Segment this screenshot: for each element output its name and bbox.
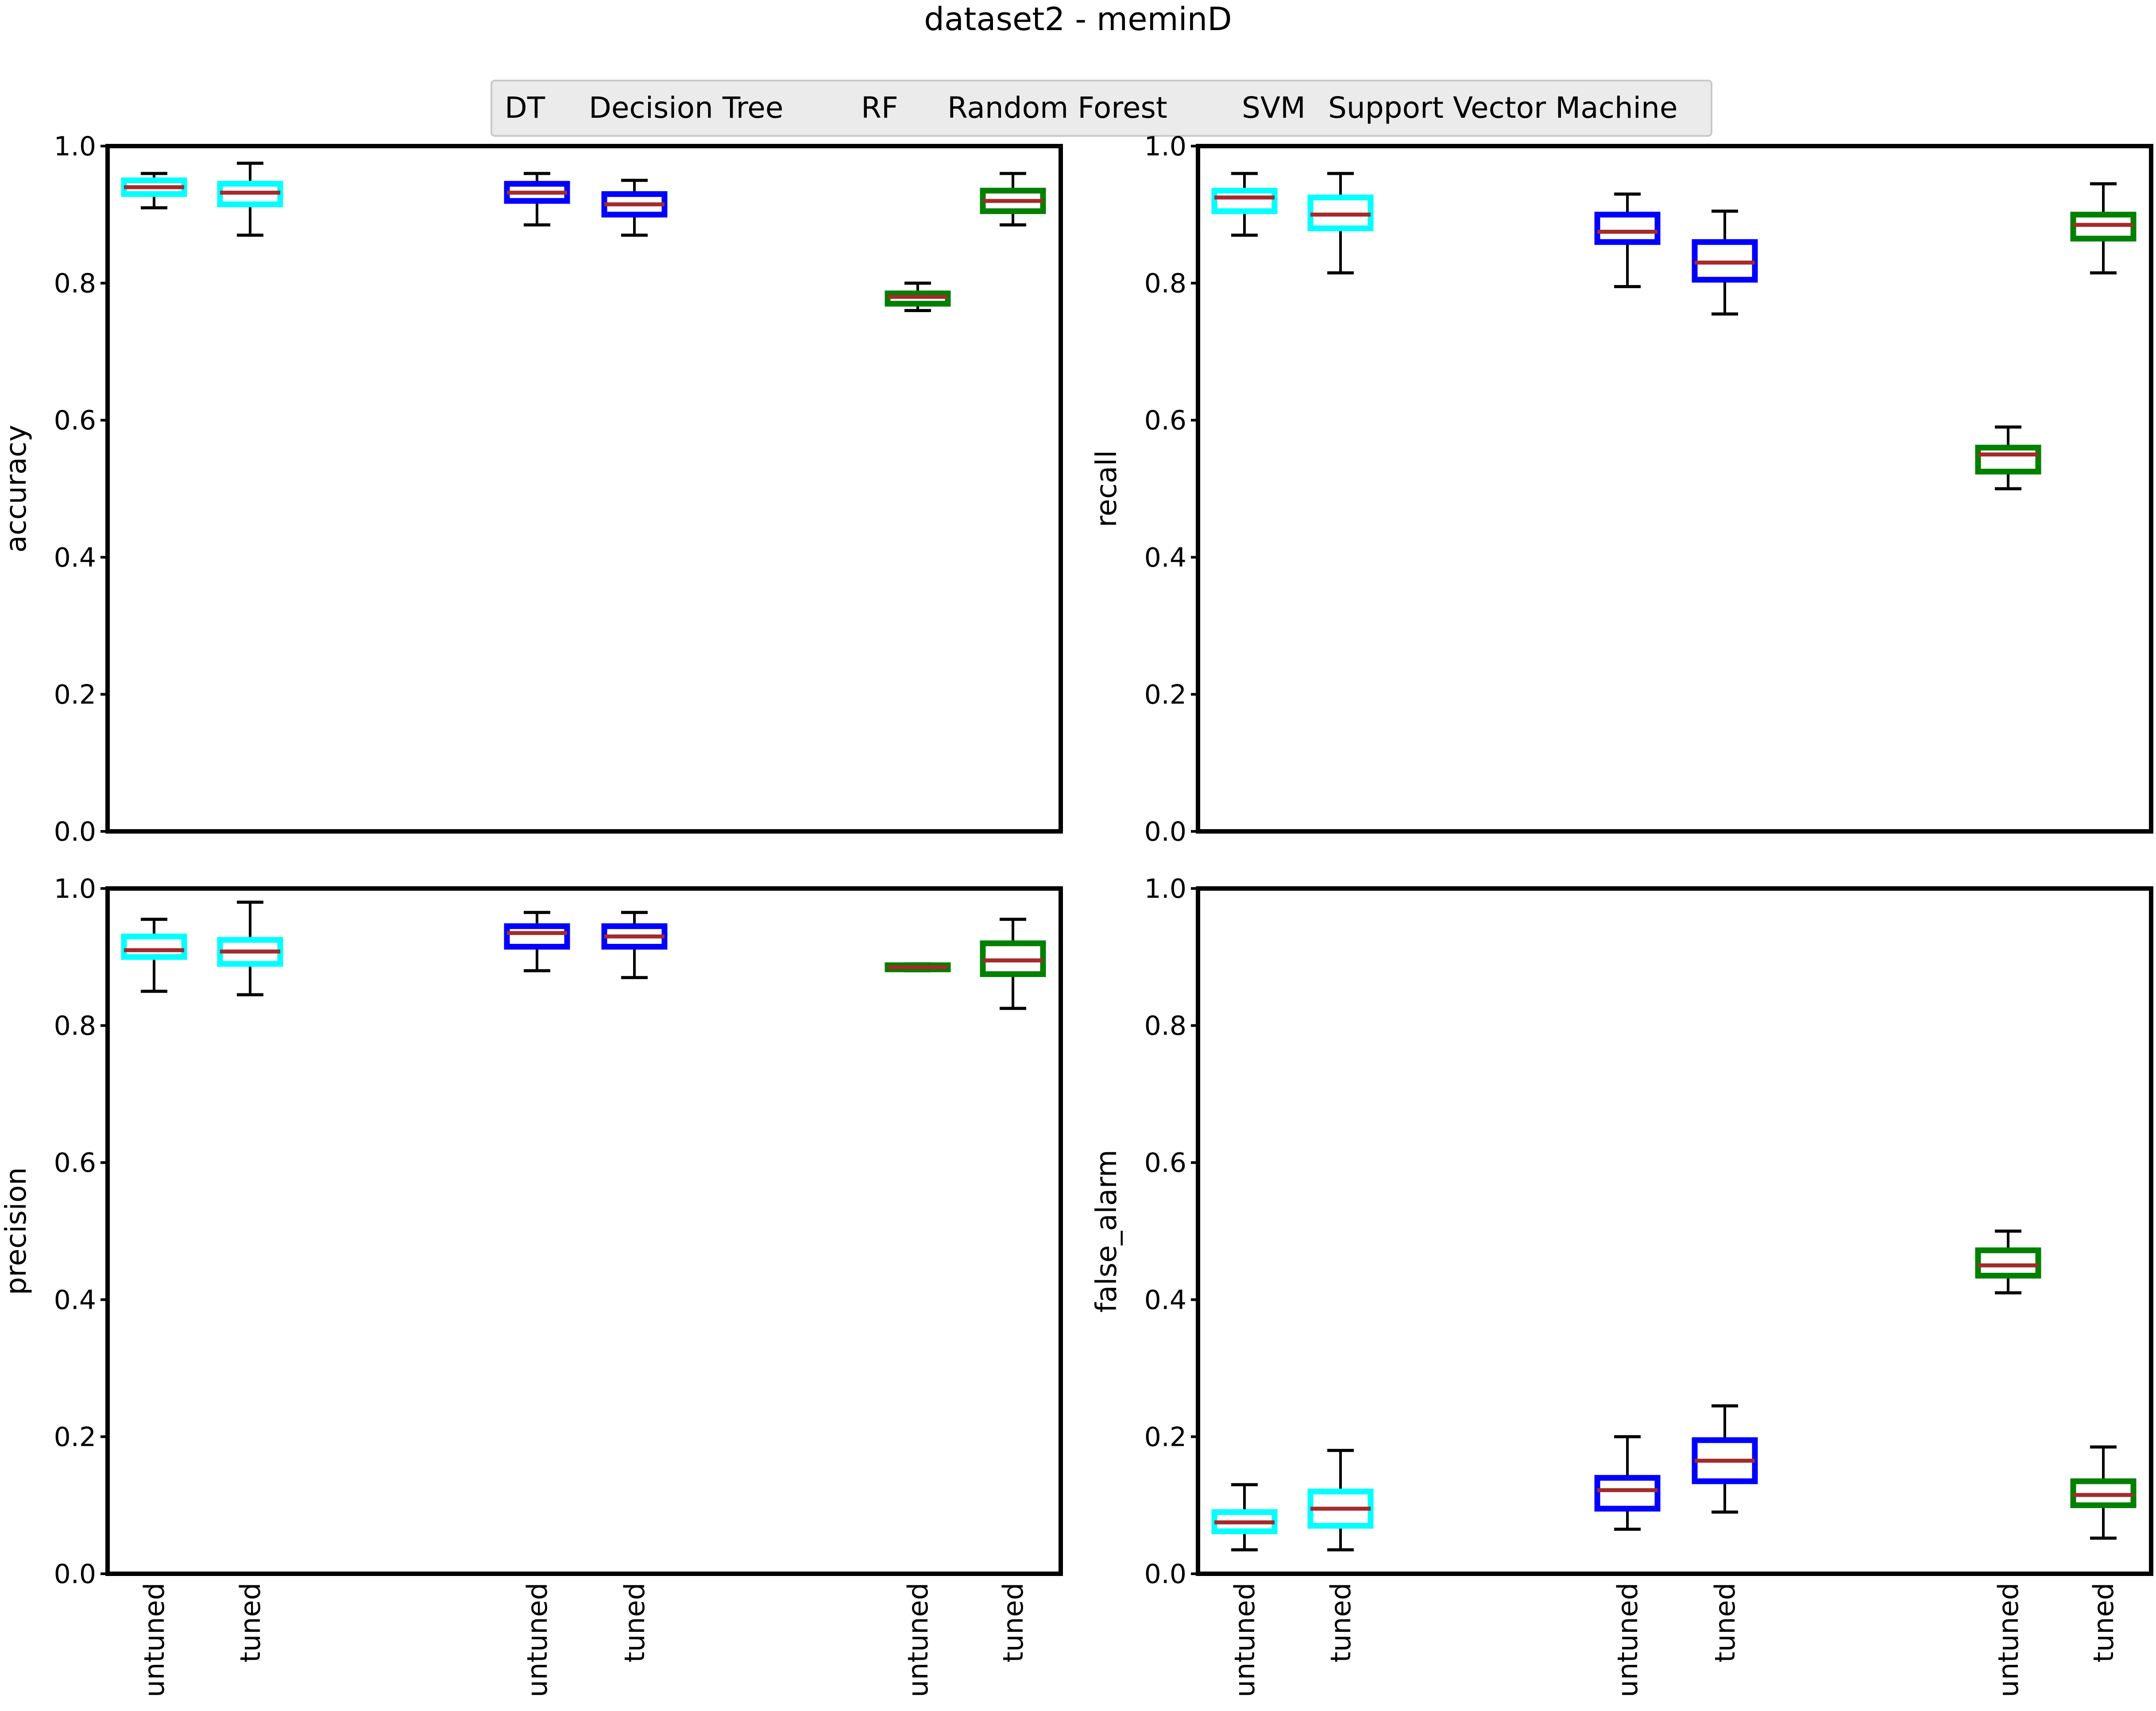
y-tick-label: 0.6 [1144, 405, 1186, 436]
x-tick-label: tuned [618, 1583, 651, 1662]
box-4 [1975, 425, 2041, 491]
y-tick-label: 0.8 [54, 268, 96, 299]
axes-frame [1196, 144, 2153, 834]
y-tick-label: 0.6 [54, 405, 96, 436]
y-tick-label: 0.8 [54, 1011, 96, 1042]
x-tick-label: untuned [521, 1583, 553, 1697]
box-iqr [1211, 188, 1278, 214]
box-2 [504, 911, 570, 973]
y-tick-label: 0.8 [1144, 268, 1186, 299]
y-axis-label: false_alarm [1090, 1150, 1123, 1313]
box-1 [1307, 172, 1374, 274]
axes-frame [105, 144, 1063, 834]
y-tick-label: 0.4 [54, 1285, 96, 1316]
legend-abbr-dt: DT [505, 91, 545, 125]
y-tick-label: 0.4 [1144, 542, 1186, 573]
legend-abbr-svm: SVM [1242, 91, 1306, 125]
box-iqr [1594, 1475, 1661, 1512]
plot-area: 0.00.20.40.60.81.0accuracy0.00.20.40.60.… [0, 131, 2153, 1697]
y-tick-label: 0.6 [1144, 1147, 1186, 1178]
y-tick-label: 1.0 [54, 873, 96, 904]
box-4 [885, 962, 951, 973]
y-tick-label: 0.2 [1144, 1421, 1186, 1452]
box-iqr [1975, 1247, 2041, 1279]
y-axis-label: recall [1090, 450, 1123, 527]
x-tick-label: untuned [1992, 1583, 2025, 1697]
y-tick-label: 0.0 [1144, 816, 1186, 847]
box-5 [2070, 182, 2137, 274]
box-iqr [1594, 212, 1661, 245]
box-0 [1211, 1483, 1278, 1552]
y-tick-label: 0.4 [54, 542, 96, 573]
legend-label-rf: Random Forest [947, 91, 1167, 125]
y-tick-label: 0.4 [1144, 1285, 1186, 1316]
box-5 [980, 172, 1046, 227]
legend-label-dt: Decision Tree [589, 91, 783, 125]
legend-label-svm: Support Vector Machine [1328, 91, 1677, 125]
box-0 [121, 918, 187, 993]
box-4 [1975, 1229, 2041, 1294]
x-tick-label: untuned [138, 1583, 170, 1697]
panel-accuracy: 0.0 0.2 0.4 0.6 0.8 1.0 accuracy [0, 131, 1063, 847]
axes-frame [1196, 886, 2153, 1576]
y-tick-label: 0.2 [1144, 679, 1186, 710]
box-0 [1211, 172, 1278, 237]
y-axis-label: accuracy [0, 425, 33, 553]
y-axis-label: precision [0, 1167, 33, 1295]
x-tick-label: untuned [1229, 1583, 1261, 1697]
x-tick-label: tuned [997, 1583, 1029, 1662]
box-iqr [121, 933, 187, 960]
box-3 [601, 178, 668, 237]
box-5 [2070, 1445, 2137, 1540]
box-2 [504, 172, 570, 227]
panel-recall: 0.0 0.2 0.4 0.6 0.8 1.0 recall [1090, 131, 2153, 847]
box-3 [1692, 1404, 1758, 1514]
legend-abbr-rf: RF [861, 91, 898, 125]
y-tick-label: 0.0 [1144, 1559, 1186, 1590]
y-tick-label: 0.8 [1144, 1011, 1186, 1042]
box-3 [1692, 209, 1758, 316]
y-tick-label: 0.0 [54, 1559, 96, 1590]
y-tick-label: 0.2 [54, 679, 96, 710]
chart-title: dataset2 - meminD [924, 0, 1232, 38]
y-tick-label: 1.0 [54, 131, 96, 162]
box-5 [980, 918, 1046, 1010]
y-tick-label: 1.0 [1144, 873, 1186, 904]
box-2 [1594, 1435, 1661, 1531]
panel-precision: 0.0 0.2 0.4 0.6 0.8 1.0 precision untuned tuned u… [0, 873, 1063, 1697]
box-0 [121, 172, 187, 209]
legend: DT Decision Tree RF Random Forest SVM Su… [491, 80, 1712, 137]
legend-frame [491, 80, 1712, 137]
y-tick-label: 1.0 [1144, 131, 1186, 162]
box-iqr [1975, 444, 2041, 475]
box-1 [217, 162, 283, 237]
box-1 [1307, 1448, 1374, 1552]
x-tick-label: untuned [1611, 1583, 1644, 1697]
y-tick-label: 0.0 [54, 816, 96, 847]
box-3 [601, 911, 668, 979]
y-tick-label: 0.6 [54, 1147, 96, 1178]
box-1 [217, 900, 283, 996]
box-4 [885, 282, 951, 313]
x-tick-label: tuned [234, 1583, 267, 1662]
x-tick-label: untuned [902, 1583, 934, 1697]
box-iqr [504, 923, 570, 950]
box-2 [1594, 192, 1661, 288]
x-tick-label: tuned [1325, 1583, 1357, 1662]
x-tick-label: tuned [1709, 1583, 1741, 1662]
x-tick-label: tuned [2087, 1583, 2120, 1662]
axes-frame [105, 886, 1063, 1576]
y-tick-label: 0.2 [54, 1421, 96, 1452]
